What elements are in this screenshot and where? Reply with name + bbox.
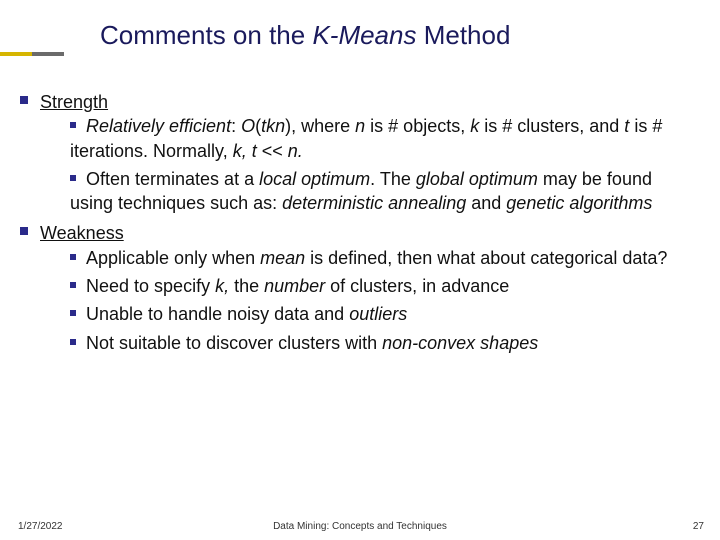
title-ital: K-Means [312,20,416,50]
footer-page: 27 [693,521,704,532]
sub-item-text: Often terminates at a local optimum. The… [70,169,652,213]
sections-list: Strength Relatively efficient: O(tkn), wh… [20,90,690,355]
slide-title: Comments on the K-Means Method [100,20,510,51]
content-area: Strength Relatively efficient: O(tkn), wh… [20,90,690,361]
square-bullet-icon [70,310,76,316]
sub-item-text: Not suitable to discover clusters with n… [86,333,538,353]
title-post: Method [416,20,510,50]
footer-center: Data Mining: Concepts and Techniques [0,521,720,532]
section-item: Weakness Applicable only when mean is def… [20,221,690,354]
sub-item: Not suitable to discover clusters with n… [70,331,690,355]
sub-item-text: Applicable only when mean is defined, th… [86,248,667,268]
sub-item-text: Need to specify k, the number of cluster… [86,276,509,296]
accent-bar-right [32,52,64,56]
section-heading: Weakness [40,223,124,243]
square-bullet-icon [20,227,28,235]
sub-list: Applicable only when mean is defined, th… [20,246,690,355]
section-item: Strength Relatively efficient: O(tkn), wh… [20,90,690,215]
title-pre: Comments on the [100,20,312,50]
square-bullet-icon [70,282,76,288]
sub-list: Relatively efficient: O(tkn), where n is… [20,114,690,215]
accent-bar-left [0,52,32,56]
square-bullet-icon [70,339,76,345]
sub-item-text: Relatively efficient: O(tkn), where n is… [70,116,662,160]
square-bullet-icon [70,175,76,181]
square-bullet-icon [70,254,76,260]
sub-item: Need to specify k, the number of cluster… [70,274,690,298]
square-bullet-icon [20,96,28,104]
square-bullet-icon [70,122,76,128]
section-heading: Strength [40,92,108,112]
sub-item: Unable to handle noisy data and outliers [70,302,690,326]
sub-item-text: Unable to handle noisy data and outliers [86,304,407,324]
sub-item: Relatively efficient: O(tkn), where n is… [70,114,690,163]
sub-item: Often terminates at a local optimum. The… [70,167,690,216]
sub-item: Applicable only when mean is defined, th… [70,246,690,270]
